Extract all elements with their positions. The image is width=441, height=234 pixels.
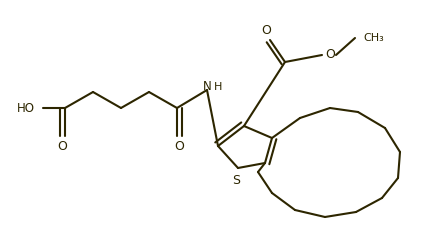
Text: H: H bbox=[214, 82, 222, 92]
Text: HO: HO bbox=[17, 102, 35, 114]
Text: O: O bbox=[325, 48, 335, 62]
Text: CH₃: CH₃ bbox=[363, 33, 384, 43]
Text: N: N bbox=[202, 80, 211, 94]
Text: O: O bbox=[261, 23, 271, 37]
Text: S: S bbox=[232, 173, 240, 186]
Text: O: O bbox=[174, 139, 184, 153]
Text: O: O bbox=[57, 139, 67, 153]
